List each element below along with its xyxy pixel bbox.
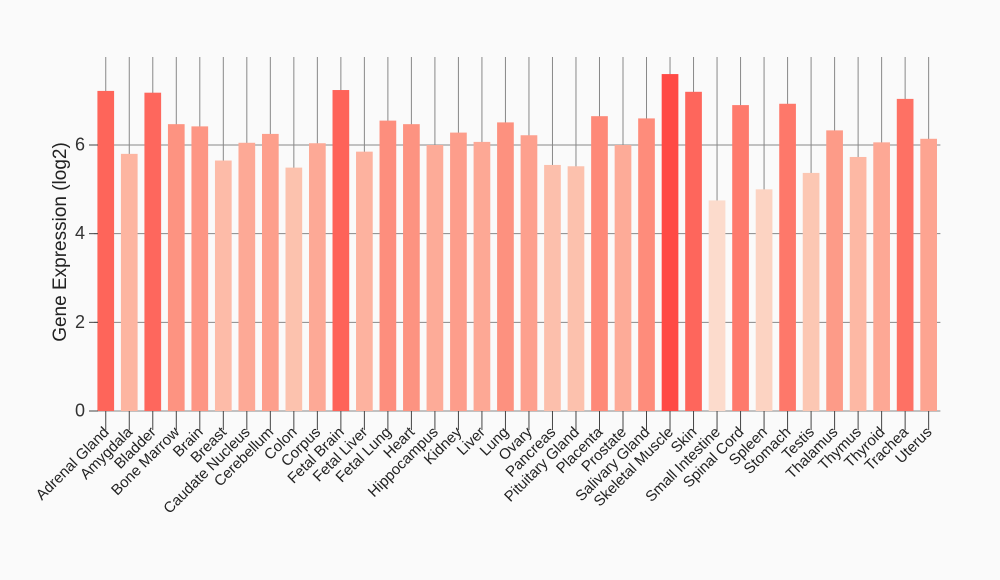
svg-text:2: 2 (75, 312, 85, 332)
svg-text:Gene Expression (log2): Gene Expression (log2) (50, 142, 71, 342)
svg-text:6: 6 (75, 135, 85, 155)
svg-text:0: 0 (75, 401, 85, 421)
svg-text:4: 4 (75, 223, 85, 243)
